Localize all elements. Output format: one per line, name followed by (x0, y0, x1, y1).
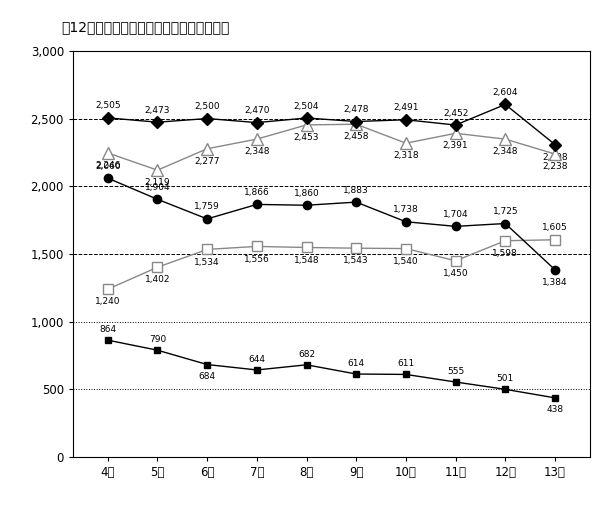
Text: 囲12　主な産業中分類の年次別製造品出荷: 囲12 主な産業中分類の年次別製造品出荷 (61, 20, 229, 35)
Text: 2,391: 2,391 (443, 141, 468, 150)
Text: 790: 790 (149, 335, 166, 344)
Text: 682: 682 (298, 350, 315, 359)
Text: 1,534: 1,534 (195, 258, 220, 267)
Text: 2,308: 2,308 (542, 153, 568, 162)
Text: 501: 501 (497, 374, 514, 383)
Text: 1,384: 1,384 (542, 278, 568, 287)
Text: 644: 644 (248, 355, 265, 364)
Text: 1,402: 1,402 (145, 275, 170, 284)
Text: 2,318: 2,318 (393, 151, 419, 161)
Text: 2,348: 2,348 (244, 147, 269, 156)
Text: 1,883: 1,883 (344, 185, 369, 195)
Text: 2,119: 2,119 (145, 178, 170, 187)
Text: 2,453: 2,453 (294, 133, 319, 142)
Text: 684: 684 (199, 372, 216, 381)
Text: 1,556: 1,556 (244, 255, 270, 264)
Text: 2,500: 2,500 (195, 102, 220, 111)
Text: 2,604: 2,604 (492, 88, 518, 97)
Text: 1,240: 1,240 (95, 297, 120, 306)
Text: 614: 614 (348, 359, 365, 368)
Text: 1,598: 1,598 (492, 249, 518, 258)
Text: 2,491: 2,491 (393, 103, 419, 112)
Text: 1,450: 1,450 (443, 269, 468, 278)
Text: 2,473: 2,473 (145, 106, 170, 115)
Text: 2,238: 2,238 (542, 162, 568, 171)
Text: 2,246: 2,246 (95, 161, 120, 170)
Text: 2,458: 2,458 (344, 133, 369, 141)
Text: 864: 864 (99, 325, 116, 334)
Text: 1,540: 1,540 (393, 257, 419, 266)
Text: 2,505: 2,505 (95, 102, 120, 110)
Text: 2,060: 2,060 (95, 162, 120, 171)
Text: 2,452: 2,452 (443, 109, 468, 117)
Text: 2,470: 2,470 (244, 106, 269, 115)
Text: 1,904: 1,904 (145, 183, 170, 192)
Text: 1,543: 1,543 (344, 257, 369, 265)
Text: 1,860: 1,860 (294, 189, 319, 198)
Text: 1,704: 1,704 (443, 210, 468, 219)
Text: 555: 555 (447, 367, 465, 376)
Text: 2,277: 2,277 (195, 157, 220, 166)
Text: 438: 438 (547, 405, 564, 415)
Text: 1,548: 1,548 (294, 256, 319, 265)
Text: 2,504: 2,504 (294, 102, 319, 111)
Text: 2,348: 2,348 (492, 147, 518, 156)
Text: 1,738: 1,738 (393, 205, 419, 214)
Text: 1,605: 1,605 (542, 224, 568, 232)
Text: 2,478: 2,478 (344, 105, 369, 114)
Text: 1,866: 1,866 (244, 188, 270, 197)
Text: 1,725: 1,725 (492, 207, 518, 216)
Text: 1,759: 1,759 (194, 203, 220, 211)
Text: 611: 611 (397, 359, 415, 368)
